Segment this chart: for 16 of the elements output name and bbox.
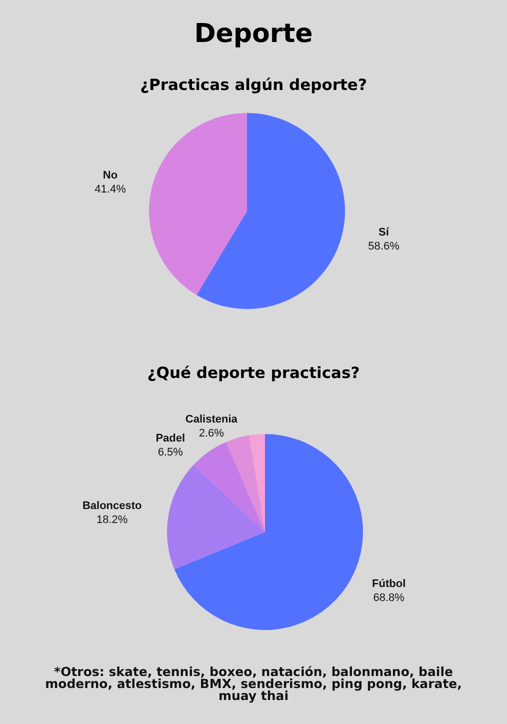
slice-label: Calistenia <box>185 413 238 426</box>
text: *Otros: skate, tennis, boxeo, natación, balonmano, baile moderno, atlestismo, BMX, senderismo, ping pong, karate, muay thai <box>44 664 463 703</box>
slice-label: Baloncesto <box>82 500 142 512</box>
data-label: 2.6% <box>198 427 224 440</box>
chart-title: Deporte <box>194 19 313 49</box>
data-label: 18.2% <box>96 514 128 526</box>
chart-title: ¿Qué deporte practicas? <box>147 364 360 382</box>
slice-label: Fútbol <box>372 578 406 590</box>
slice-label: Sí <box>378 226 390 238</box>
slice-label: No <box>102 170 118 182</box>
slice-label: Padel <box>156 432 186 444</box>
data-label: 6.5% <box>158 446 184 458</box>
data-label: 58.6% <box>368 240 400 252</box>
chart-subtitle: ¿Practicas algún deporte? <box>140 76 367 94</box>
data-label: 41.4% <box>94 184 126 196</box>
data-label: 68.8% <box>373 592 405 604</box>
